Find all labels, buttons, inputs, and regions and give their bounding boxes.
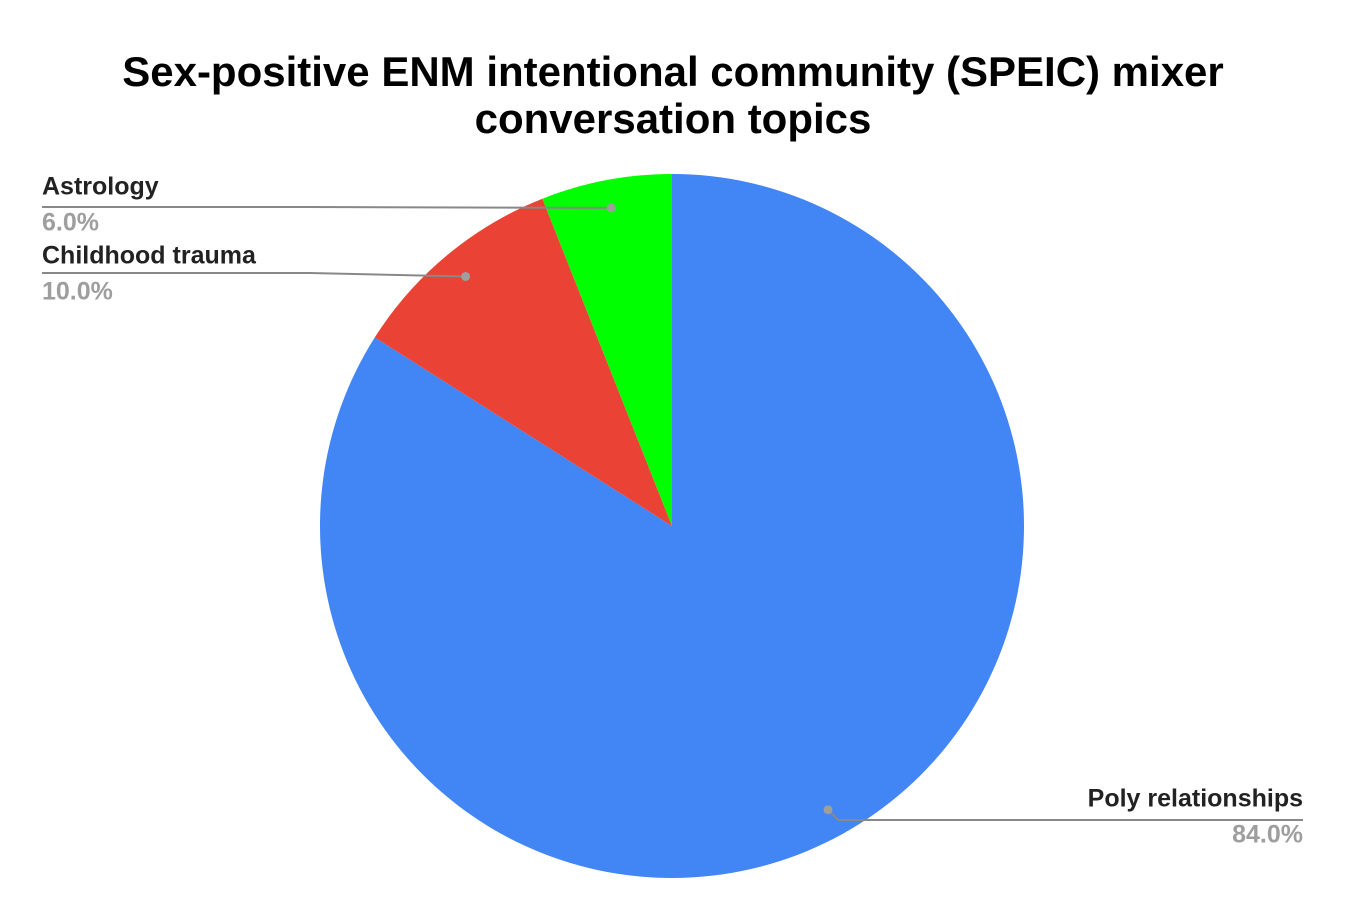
leader-dot — [461, 271, 471, 281]
leader-dot — [823, 805, 833, 815]
slice-label: Poly relationships — [1088, 785, 1303, 813]
slice-value-label: 10.0% — [42, 278, 113, 306]
slice-label: Childhood trauma — [42, 242, 257, 270]
chart-title: Sex-positive ENM intentional community (… — [122, 48, 1224, 142]
leader-dot — [606, 203, 616, 213]
leader-line — [42, 272, 466, 278]
pie-slice — [374, 198, 672, 526]
pie-slice — [542, 174, 672, 526]
leader-line — [827, 809, 1303, 821]
slice-value-label: 84.0% — [1232, 821, 1303, 849]
slice-value-label: 6.0% — [42, 209, 99, 237]
leader-line — [42, 206, 612, 209]
slice-label: Astrology — [42, 173, 159, 201]
